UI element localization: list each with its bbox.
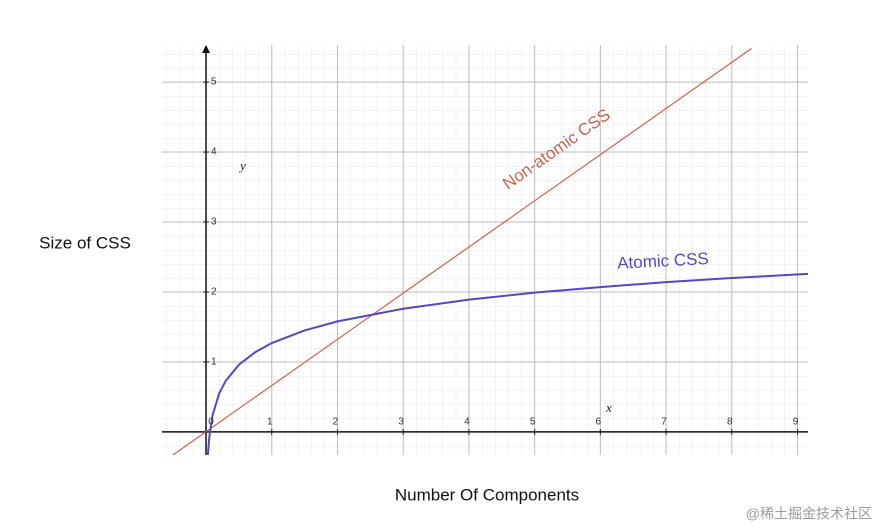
watermark: @稀土掘金技术社区 xyxy=(746,506,872,522)
x-tick-label: 1 xyxy=(267,417,273,428)
axes xyxy=(162,45,808,455)
y-axis-arrow xyxy=(202,45,211,53)
y-tick-label: 1 xyxy=(211,357,217,368)
series-line xyxy=(206,272,808,455)
y-tick-label: 5 xyxy=(211,77,217,88)
lines xyxy=(171,48,808,455)
x-tick-label: 2 xyxy=(333,417,339,428)
x-tick-label: 0 xyxy=(208,417,214,428)
series-line xyxy=(171,48,752,455)
grid xyxy=(162,45,808,455)
x-tick-label: 5 xyxy=(530,417,536,428)
minor-grid xyxy=(162,45,808,455)
series-label: Atomic CSS xyxy=(617,249,710,273)
x-tick-label: 8 xyxy=(727,417,733,428)
x-axis-title: Number Of Components xyxy=(395,485,579,504)
x-tick-label: 6 xyxy=(596,417,602,428)
x-axis-letter: x xyxy=(605,400,612,415)
x-tick-label: 7 xyxy=(661,417,667,428)
y-axis-letter: y xyxy=(238,158,246,173)
y-tick-label: 4 xyxy=(211,147,217,158)
y-axis-title: Size of CSS xyxy=(39,233,131,252)
y-tick-label: 2 xyxy=(211,287,217,298)
x-tick-label: 9 xyxy=(793,417,799,428)
x-tick-label: 3 xyxy=(398,417,404,428)
x-tick-label: 4 xyxy=(464,417,470,428)
y-tick-label: 3 xyxy=(211,217,217,228)
